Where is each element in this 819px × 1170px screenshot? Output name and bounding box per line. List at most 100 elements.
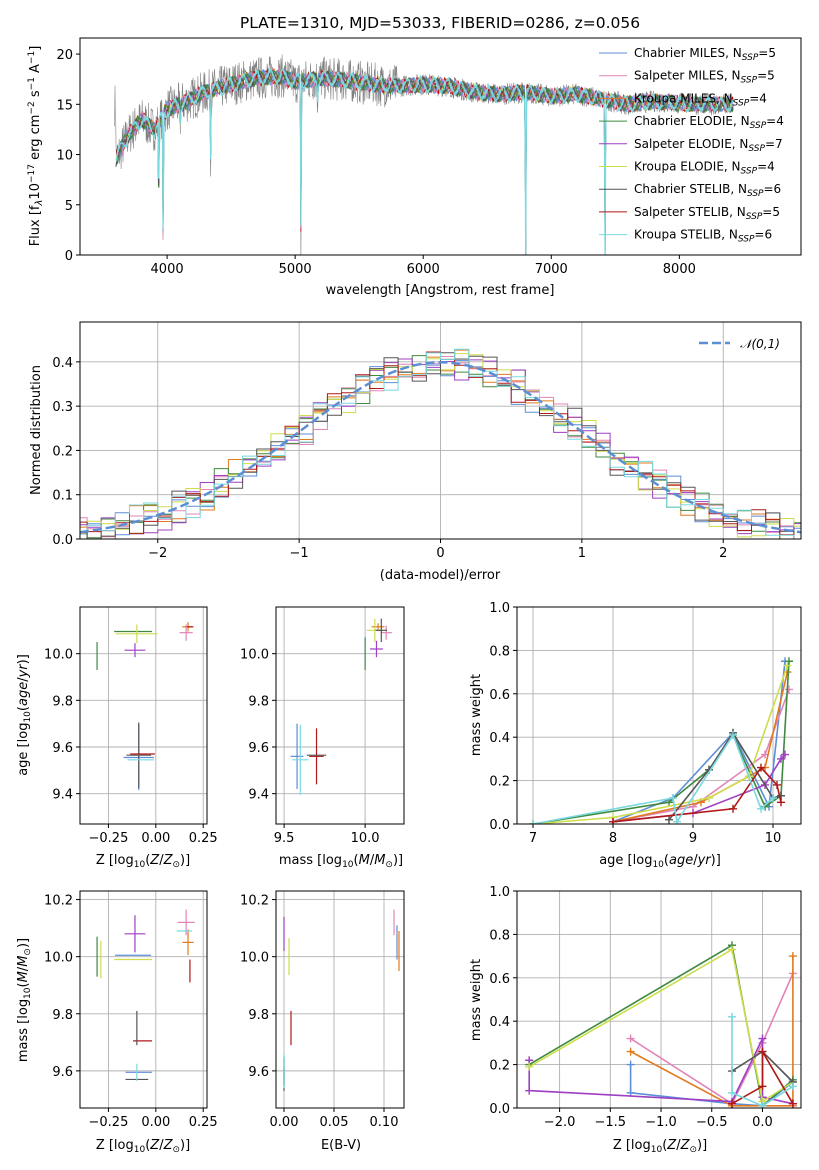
y-tick-label: 10 (56, 149, 73, 164)
weight-marker (729, 804, 737, 813)
legend-label: Chabrier MILES, NSSP=5 (634, 46, 776, 63)
weight-marker (525, 1062, 534, 1071)
y-tick-label: 9.4 (248, 788, 269, 803)
x-tick-label: 0.10 (370, 1115, 399, 1130)
pm-age-xlabel: mass [log10(M/M⊙)] (279, 853, 403, 870)
legend-subscript: SSP (741, 167, 758, 177)
x-tick-label: −1.0 (645, 1115, 677, 1130)
weight-marker (785, 685, 793, 694)
weight-marker (609, 817, 617, 824)
legend-count: =6 (754, 228, 772, 242)
weight-marker (669, 793, 677, 802)
x-tick-label: −2 (148, 546, 167, 561)
y-tick-label: 0.8 (489, 928, 510, 943)
y-tick-label: 10.0 (44, 648, 73, 663)
legend-subscript: SSP (747, 189, 764, 199)
errorbar-points-2 (96, 622, 194, 791)
frame-4: 7 8 9 10 0.0 0.2 0.4 0.6 0.8 1.0 (489, 601, 802, 846)
weight-age-ylabel: mass weight (469, 674, 484, 756)
y-tick-label: 0.0 (489, 1102, 510, 1117)
model-spectrum-line-c9 (115, 67, 734, 255)
residual-ylabel: Normed distribution (29, 365, 44, 495)
errorbar-points-3 (290, 618, 392, 795)
y-tick-label: 9.4 (52, 788, 73, 803)
errorbar-points-5 (96, 909, 195, 1081)
y-tick-label: 9.8 (248, 1008, 269, 1023)
legend-subscript: SSP (748, 144, 765, 154)
spectrum-title: PLATE=1310, MJD=53033, FIBERID=0286, z=0… (240, 14, 640, 32)
x-tick-label: 7000 (535, 262, 568, 277)
weight-marker (781, 750, 789, 759)
x-tick-label: −1.5 (595, 1115, 627, 1130)
weight-marker (788, 952, 797, 961)
weight-marker (665, 798, 673, 807)
errorbar-points-6 (283, 909, 400, 1091)
weight-marker (758, 1082, 767, 1091)
y-tick-label: 9.6 (248, 741, 269, 756)
histogram-step-c9 (80, 348, 801, 539)
y-tick-label: 0.1 (52, 489, 73, 504)
x-tick-label: 0 (436, 546, 444, 561)
panel-3 (276, 607, 404, 824)
y-tick-label: 10.2 (44, 894, 73, 909)
panel-5 (80, 891, 207, 1108)
pz-age-ylabel: age [log10(age/yr)] (16, 654, 33, 776)
y-tick-label: 1.0 (489, 601, 510, 616)
x-tick-label: 1 (578, 546, 586, 561)
weight-marker (626, 1047, 635, 1056)
y-tick-label: 0.2 (489, 775, 510, 790)
weight-marker (705, 793, 713, 802)
legend-subscript: SSP (742, 53, 759, 63)
weight-age-xlabel: age [log10(age/yr)] (599, 853, 721, 870)
x-tick-label: 0.00 (141, 831, 170, 846)
weight-line-c6 (528, 948, 794, 1103)
weight-lines-7 (525, 941, 797, 1108)
weight-marker (728, 945, 737, 954)
weight-line-c2 (630, 973, 794, 1105)
legend-count: =5 (757, 69, 775, 83)
y-tick-label: 0.2 (52, 444, 73, 459)
axes-frame (79, 606, 208, 825)
x-tick-label: 0.0 (752, 1115, 773, 1130)
weight-line-c9 (731, 1016, 794, 1107)
x-tick-label: 0.25 (189, 831, 218, 846)
frame-5: −0.25 0.00 0.25 9.6 9.8 10.0 10.2 (44, 890, 218, 1130)
y-tick-label: 0.8 (489, 644, 510, 659)
y-tick-label: 0.4 (489, 1015, 510, 1030)
panel-2 (80, 607, 207, 824)
x-tick-label: −0.25 (89, 831, 129, 846)
y-tick-label: 10.0 (240, 951, 269, 966)
spectrum-ylabel: Flux [fλ10−17 erg cm−2 s−1 A−1] (27, 46, 45, 247)
frame-7: −2.0 −1.5 −1.0 −0.5 0.0 0.0 0.2 0.4 0.6 0.8 1.0 (489, 885, 802, 1130)
axes-frame (516, 890, 802, 1109)
panel-6 (276, 891, 404, 1108)
residual-xlabel: (data-model)/error (380, 568, 501, 583)
y-tick-label: 0.0 (52, 533, 73, 548)
legend-count: =4 (749, 91, 767, 105)
x-tick-label: 0.00 (141, 1115, 170, 1130)
legend-label: Salpeter ELODIE, NSSP=7 (634, 137, 783, 154)
weight-marker (529, 820, 537, 824)
axes-frame (275, 890, 405, 1109)
y-tick-label: 9.6 (248, 1065, 269, 1080)
weight-marker (777, 754, 785, 763)
spectrum-legend: Chabrier MILES, NSSP=5 Salpeter MILES, NS… (599, 46, 784, 245)
axes-frame (79, 37, 802, 256)
y-tick-label: 0.0 (489, 818, 510, 833)
x-tick-label: 7 (529, 831, 537, 846)
legend-subscript: SSP (746, 212, 763, 222)
weight-marker (729, 731, 737, 740)
x-tick-label: 9 (689, 831, 697, 846)
axes-frame (516, 606, 802, 825)
x-tick-label: 0.25 (189, 1115, 218, 1130)
x-tick-label: 10 (765, 831, 782, 846)
weight-marker (785, 657, 793, 666)
legend-count: =6 (764, 182, 782, 196)
weight-marker (783, 661, 792, 670)
x-tick-label: 2 (719, 546, 727, 561)
y-tick-label: 20 (56, 48, 73, 63)
x-tick-label: 10.0 (351, 831, 380, 846)
y-tick-label: 15 (56, 98, 73, 113)
